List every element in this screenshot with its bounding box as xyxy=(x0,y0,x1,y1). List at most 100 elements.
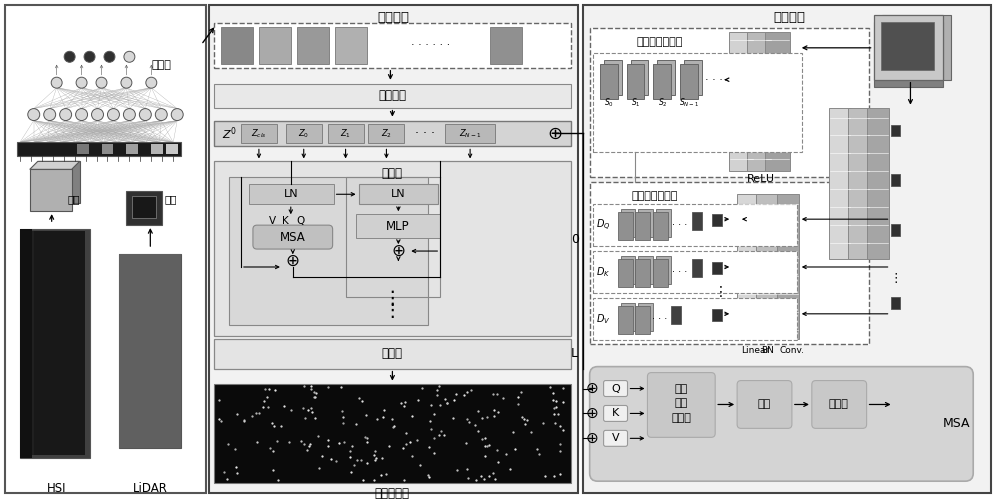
Bar xyxy=(214,121,571,146)
Bar xyxy=(756,194,778,339)
Bar xyxy=(692,259,702,277)
Circle shape xyxy=(107,109,119,121)
Bar xyxy=(241,124,277,143)
Bar xyxy=(777,194,799,339)
Bar xyxy=(126,191,162,225)
Text: $Z_{N-1}$: $Z_{N-1}$ xyxy=(459,127,481,140)
Text: · · ·: · · · xyxy=(672,220,687,230)
Bar xyxy=(621,256,635,284)
FancyBboxPatch shape xyxy=(604,381,628,396)
Bar xyxy=(635,306,650,334)
Text: L: L xyxy=(571,347,578,360)
Text: $Z_{cls}$: $Z_{cls}$ xyxy=(251,127,267,140)
Bar xyxy=(583,5,991,493)
Bar xyxy=(656,256,671,284)
Bar xyxy=(335,27,367,64)
Text: 线性变换: 线性变换 xyxy=(378,89,406,102)
Text: MLP: MLP xyxy=(386,219,409,232)
Bar xyxy=(653,259,668,287)
Bar xyxy=(635,259,650,287)
Bar xyxy=(166,144,178,154)
Text: 缩放: 缩放 xyxy=(675,384,688,394)
Text: 基础模型: 基础模型 xyxy=(377,12,409,25)
Bar xyxy=(881,22,934,70)
Text: ⊕: ⊕ xyxy=(286,252,300,270)
Bar xyxy=(593,204,797,246)
Bar xyxy=(891,297,900,309)
Text: $D_K$: $D_K$ xyxy=(596,265,611,279)
FancyBboxPatch shape xyxy=(647,373,715,437)
Text: BN: BN xyxy=(761,346,774,355)
Text: 缩放: 缩放 xyxy=(67,194,80,204)
Bar xyxy=(712,214,722,226)
Text: $S_1$: $S_1$ xyxy=(631,96,640,109)
Bar xyxy=(638,303,653,331)
Text: ⋮: ⋮ xyxy=(889,273,902,286)
Text: · · ·: · · · xyxy=(415,127,435,140)
Bar xyxy=(214,23,571,68)
Text: ⊕: ⊕ xyxy=(585,406,598,421)
Circle shape xyxy=(60,109,72,121)
Text: ReLU: ReLU xyxy=(747,174,775,184)
Text: MSA: MSA xyxy=(280,230,306,243)
Bar xyxy=(692,212,702,230)
Bar xyxy=(621,209,635,237)
Bar xyxy=(848,108,870,259)
Bar xyxy=(712,262,722,274)
Bar xyxy=(631,60,648,95)
Bar xyxy=(209,5,578,493)
Text: 拼接: 拼接 xyxy=(757,399,771,409)
Bar xyxy=(214,384,571,483)
Circle shape xyxy=(44,109,56,121)
Bar xyxy=(221,27,253,64)
Bar xyxy=(621,303,635,331)
FancyBboxPatch shape xyxy=(604,430,628,446)
Text: Linear: Linear xyxy=(741,346,769,355)
Text: 跨空间交互模块: 跨空间交互模块 xyxy=(636,37,683,47)
Bar xyxy=(17,142,181,156)
Text: $Z^0$: $Z^0$ xyxy=(222,125,237,142)
Bar xyxy=(590,182,869,344)
Bar xyxy=(604,60,622,95)
Bar xyxy=(445,124,495,143)
Bar xyxy=(38,161,80,203)
Bar xyxy=(26,231,85,455)
Bar xyxy=(356,214,440,238)
Text: Q: Q xyxy=(297,216,305,226)
Bar xyxy=(829,108,851,259)
Bar xyxy=(28,231,85,455)
Bar xyxy=(684,60,702,95)
Bar xyxy=(368,124,404,143)
Bar xyxy=(680,64,698,99)
Bar xyxy=(34,231,85,455)
Circle shape xyxy=(76,77,87,88)
Text: 线性层: 线性层 xyxy=(829,399,849,409)
Text: HSI: HSI xyxy=(47,481,66,494)
Text: 编码器: 编码器 xyxy=(382,167,403,180)
Bar xyxy=(297,27,329,64)
Text: · · ·: · · · xyxy=(672,267,687,277)
FancyBboxPatch shape xyxy=(590,367,973,481)
Text: Conv.: Conv. xyxy=(780,346,805,355)
Bar xyxy=(891,174,900,186)
FancyBboxPatch shape xyxy=(737,381,792,428)
Text: $Z_0$: $Z_0$ xyxy=(298,127,309,140)
Bar xyxy=(618,259,633,287)
Bar xyxy=(32,231,85,455)
Text: · · · · · ·: · · · · · · xyxy=(411,40,450,50)
Text: 点积: 点积 xyxy=(675,398,688,408)
Bar xyxy=(259,27,291,64)
Text: ⋮: ⋮ xyxy=(383,290,402,309)
Text: 跨通道交互模块: 跨通道交互模块 xyxy=(631,191,678,201)
Bar xyxy=(653,212,668,240)
Circle shape xyxy=(139,109,151,121)
Bar xyxy=(328,124,364,143)
Text: ⊕: ⊕ xyxy=(585,431,598,446)
Bar xyxy=(747,32,772,171)
Circle shape xyxy=(76,109,88,121)
Bar xyxy=(729,32,754,171)
Text: · · ·: · · · xyxy=(652,314,667,324)
Text: 0: 0 xyxy=(571,232,579,245)
Bar xyxy=(627,64,644,99)
FancyBboxPatch shape xyxy=(253,225,333,249)
